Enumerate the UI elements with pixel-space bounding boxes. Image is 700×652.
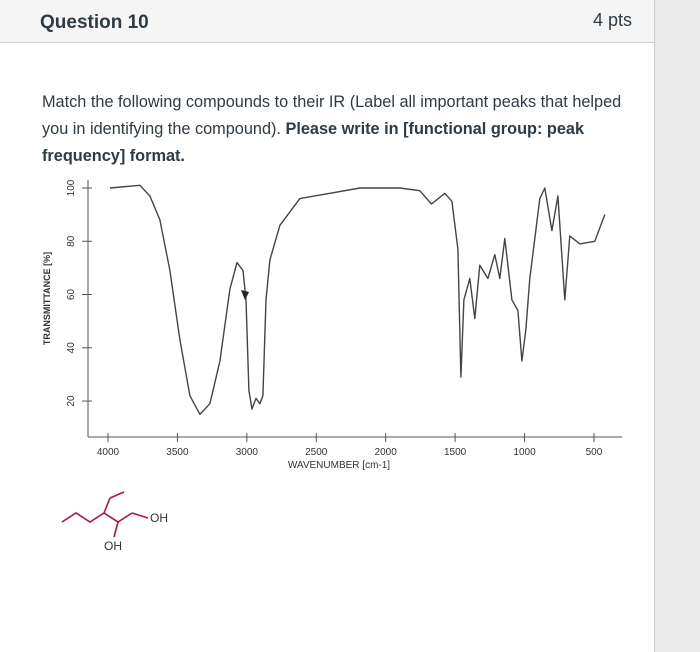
question-title: Question 10 xyxy=(40,12,149,33)
molecule xyxy=(61,491,149,538)
x-tick-label: 1000 xyxy=(513,447,536,458)
molecule-label: OH xyxy=(150,511,168,525)
question-points: 4 pts xyxy=(592,10,632,30)
question-prompt: Match the following compounds to their I… xyxy=(42,89,637,170)
bond xyxy=(103,497,111,514)
y-tick-label: 20 xyxy=(66,395,77,407)
y-tick-label: 60 xyxy=(66,289,77,301)
x-tick-label: 2000 xyxy=(375,447,398,458)
question-card: Question 10 4 pts Match the following co… xyxy=(0,0,655,652)
x-tick-label: 3500 xyxy=(166,447,189,458)
prompt-text: Match the following compounds to their I… xyxy=(42,93,622,138)
bond xyxy=(61,512,133,523)
y-tick-label: 40 xyxy=(66,342,77,354)
x-axis-label: WAVENUMBER [cm-1] xyxy=(288,460,390,471)
bond xyxy=(113,521,119,538)
question-header: Question 10 4 pts xyxy=(0,0,654,43)
x-tick-label: 1500 xyxy=(444,447,467,458)
x-tick-label: 3000 xyxy=(236,447,259,458)
spectrum-line xyxy=(109,184,606,416)
prompt-bold: Please write in [functional group: peak … xyxy=(42,120,585,165)
bond xyxy=(109,491,125,499)
molecule-label: OH xyxy=(104,539,122,553)
x-tick-label: 500 xyxy=(586,447,603,458)
x-tick-label: 4000 xyxy=(97,447,120,458)
bond xyxy=(131,512,149,519)
cursor-arrow xyxy=(241,290,249,300)
y-axis-label: TRANSMITTANCE [%] xyxy=(42,252,52,345)
y-tick-label: 80 xyxy=(66,235,77,247)
x-tick-label: 2500 xyxy=(305,447,328,458)
y-tick-label: 100 xyxy=(66,179,77,196)
